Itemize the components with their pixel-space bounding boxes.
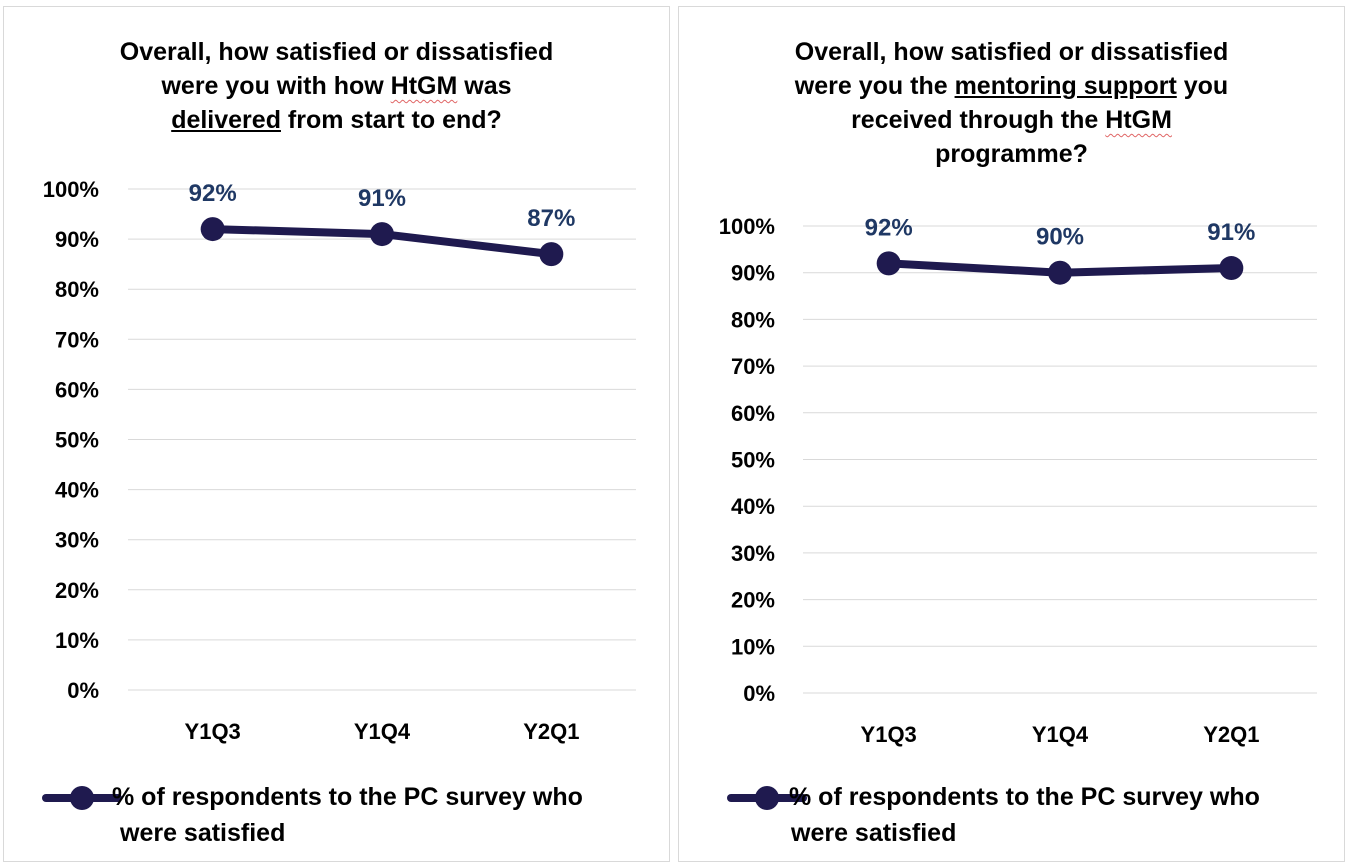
data-label: 92%	[865, 214, 913, 241]
data-point	[370, 222, 394, 247]
y-tick-label: 10%	[55, 628, 99, 653]
chart-title-segment: were you with how	[161, 72, 391, 100]
chart-title-segment: received through the	[851, 106, 1106, 134]
chart-title-segment: Overall, how satisfied or dissatisfied	[119, 38, 554, 66]
x-tick-label: Y1Q3	[861, 722, 917, 747]
data-label: 92%	[189, 180, 237, 207]
data-point	[876, 251, 901, 276]
y-tick-label: 100%	[719, 214, 775, 239]
y-tick-label: 20%	[55, 578, 99, 603]
data-point	[1048, 260, 1072, 285]
data-label: 91%	[358, 185, 406, 212]
y-tick-label: 80%	[731, 307, 775, 332]
data-point	[1219, 256, 1244, 281]
chart-title: Overall, how satisfied or dissatisfied we…	[4, 35, 669, 137]
y-tick-label: 0%	[743, 681, 775, 706]
x-tick-label: Y1Q4	[1032, 722, 1089, 747]
chart-panel-left: Overall, how satisfied or dissatisfied we…	[3, 6, 670, 862]
chart-panel-right: Overall, how satisfied or dissatisfied we…	[678, 6, 1345, 862]
y-tick-label: 10%	[731, 634, 775, 659]
legend-label-line2: were satisfied	[791, 819, 957, 847]
chart-title-line: received through the HtGM	[679, 103, 1344, 137]
chart-title-line: Overall, how satisfied or dissatisfied	[679, 35, 1344, 69]
y-tick-label: 40%	[55, 478, 99, 503]
legend-label-line2: were satisfied	[120, 819, 286, 847]
line-chart: 0% 10% 20% 30% 40% 50% 60% 70% 80% 90% 100% Y1Q3 Y1Q…	[43, 177, 636, 744]
data-label: 87%	[527, 205, 575, 232]
y-tick-label: 90%	[55, 227, 99, 252]
y-tick-label: 30%	[731, 541, 775, 566]
y-tick-label: 70%	[55, 327, 99, 352]
x-tick-label: Y2Q1	[1203, 722, 1259, 747]
line-chart: 0% 10% 20% 30% 40% 50% 60% 70% 80% 90% 100% Y1Q3 Y1Q…	[719, 214, 1317, 747]
data-label: 91%	[1207, 219, 1255, 246]
legend-label-line1: % of respondents to the PC survey who	[112, 783, 583, 811]
chart-title-segment: HtGM	[390, 72, 458, 100]
y-tick-label: 0%	[67, 678, 99, 703]
chart-title-segment: Overall, how satisfied or dissatisfied	[794, 38, 1229, 66]
legend-marker-icon	[42, 786, 122, 810]
y-tick-label: 30%	[55, 528, 99, 553]
chart-title-segment: you	[1176, 72, 1229, 100]
y-tick-label: 70%	[731, 354, 775, 379]
data-point	[539, 242, 564, 267]
y-tick-label: 40%	[731, 494, 775, 519]
chart-title: Overall, how satisfied or dissatisfied we…	[679, 35, 1344, 171]
legend-marker-icon	[727, 786, 807, 810]
y-tick-label: 90%	[731, 261, 775, 286]
chart-title-line: Overall, how satisfied or dissatisfied	[4, 35, 669, 69]
y-tick-label: 60%	[55, 377, 99, 402]
chart-title-line: delivered from start to end?	[4, 103, 669, 137]
chart-title-segment: were you the	[794, 72, 955, 100]
x-tick-label: Y1Q4	[354, 719, 411, 744]
chart-title-line: were you with how HtGM was	[4, 69, 669, 103]
data-point	[200, 217, 225, 242]
chart-title-line: programme?	[679, 137, 1344, 171]
y-tick-label: 100%	[43, 177, 99, 202]
chart-title-line: were you the mentoring support you	[679, 69, 1344, 103]
chart-title-segment: delivered	[171, 106, 281, 134]
y-tick-label: 60%	[731, 401, 775, 426]
chart-title-segment: was	[457, 72, 512, 100]
x-tick-label: Y2Q1	[523, 719, 579, 744]
chart-title-segment: mentoring support	[954, 72, 1177, 100]
data-label: 90%	[1036, 224, 1084, 251]
chart-title-segment: from start to end?	[280, 106, 502, 134]
y-tick-label: 80%	[55, 277, 99, 302]
x-tick-label: Y1Q3	[185, 719, 241, 744]
chart-title-segment: HtGM	[1105, 106, 1172, 134]
y-tick-label: 20%	[731, 588, 775, 613]
y-tick-label: 50%	[55, 428, 99, 453]
y-tick-label: 50%	[731, 448, 775, 473]
chart-title-segment: programme?	[935, 140, 1088, 168]
legend-label-line1: % of respondents to the PC survey who	[789, 783, 1260, 811]
